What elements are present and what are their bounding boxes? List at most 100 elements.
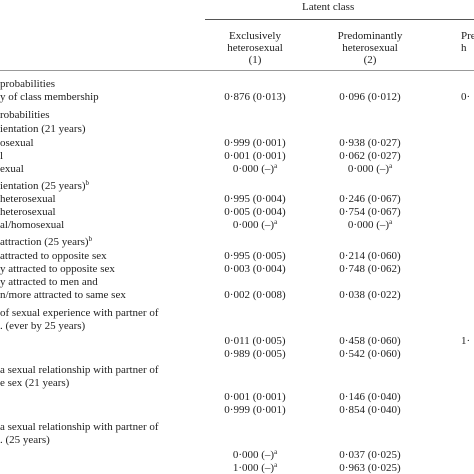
cell: 0·938 (0·027) [339, 137, 400, 150]
footnote-mark: a [389, 218, 393, 226]
cell: 0·963 (0·025) [339, 462, 400, 474]
row-label-text: a sexual relationship with partner of [0, 364, 159, 376]
row-label-text: a sexual relationship with partner of [0, 421, 159, 433]
cell-value: 0·542 (0·060) [339, 348, 401, 360]
row-label: a sexual relationship with partner of [0, 421, 159, 434]
spanner-rule [205, 19, 474, 20]
header-rule [0, 70, 474, 71]
cell-value: 0·214 (0·060) [339, 250, 401, 262]
row-label: robabilities [0, 109, 50, 122]
footnote-mark: b [85, 179, 90, 187]
row-label-text: l [0, 150, 4, 162]
cell-value: 0·003 (0·004) [224, 263, 286, 275]
cell-value: 0·963 (0·025) [339, 462, 401, 474]
cell: 0·246 (0·067) [339, 193, 400, 206]
row-label: ientation (21 years) [0, 123, 86, 136]
row-label: e sex (21 years) [0, 377, 69, 390]
cell-value: 0·000 (–) [232, 449, 275, 461]
row-label: heterosexual [0, 193, 56, 206]
row-label: y attracted to men and [0, 276, 98, 289]
cell-value: 0·748 (0·062) [339, 263, 401, 275]
cell-value: 0·001 (0·001) [224, 391, 286, 403]
cell-value: 0·062 (0·027) [339, 150, 401, 162]
cell-value: 0·096 (0·012) [339, 91, 401, 103]
cell: 0·002 (0·008) [224, 289, 285, 302]
cell: 0·001 (0·001) [224, 150, 285, 163]
row-label-text: y attracted to men and [0, 276, 98, 288]
cell: 0·458 (0·060) [339, 335, 400, 348]
row-label-text: heterosexual [0, 206, 56, 218]
cell: 0·000 (–)a [348, 163, 392, 176]
row-label: of sexual experience with partner of [0, 307, 159, 320]
cell-value: 0·000 (–) [347, 163, 390, 175]
row-label: . (ever by 25 years) [0, 320, 85, 333]
cell: 0·096 (0·012) [339, 91, 400, 104]
cell-value: 1· [461, 335, 471, 347]
row-label-text: y of class membership [0, 91, 99, 103]
row-label-text: . (25 years) [0, 434, 50, 446]
cell: 0·001 (0·001) [224, 391, 285, 404]
row-label: probabilities [0, 78, 55, 91]
row-label: y attracted to opposite sex [0, 263, 115, 276]
cell: 0·000 (–)a [233, 449, 277, 462]
cell-value: 0·037 (0·025) [339, 449, 401, 461]
cell-value: 0·011 (0·005) [224, 335, 286, 347]
row-label-text: attraction (25 years) [0, 236, 89, 248]
cell-value: 0·001 (0·001) [224, 150, 286, 162]
spanner: Latent class [302, 1, 355, 13]
cell-value: 0·876 (0·013) [224, 91, 286, 103]
cell-value: 0·995 (0·005) [224, 250, 286, 262]
cell-value: 0·999 (0·001) [224, 137, 286, 149]
cell-value: 0·002 (0·008) [224, 289, 286, 301]
row-label: al/homosexual [0, 219, 64, 232]
row-label: n/more attracted to same sex [0, 289, 126, 302]
row-label-text: probabilities [0, 78, 55, 90]
row-label: osexual [0, 137, 34, 150]
cell: 0·748 (0·062) [339, 263, 400, 276]
footnote-mark: a [274, 162, 278, 170]
cell: 0·003 (0·004) [224, 263, 285, 276]
row-label: . (25 years) [0, 434, 50, 447]
row-label: ientation (25 years)b [0, 180, 89, 193]
cell: 0·995 (0·005) [224, 250, 285, 263]
row-label-text: al/homosexual [0, 219, 65, 231]
cell: 0·214 (0·060) [339, 250, 400, 263]
cell: 1·000 (–)a [233, 462, 277, 474]
column-header: h [461, 42, 467, 54]
cell: 0·146 (0·040) [339, 391, 400, 404]
cell-value: 0·000 (–) [232, 219, 275, 231]
cell: 0·876 (0·013) [224, 91, 285, 104]
cell: 0·989 (0·005) [224, 348, 285, 361]
cell: 0·062 (0·027) [339, 150, 400, 163]
row-label-text: e sex (21 years) [0, 377, 70, 389]
column-header: (2) [363, 54, 377, 66]
cell-value: 0·146 (0·040) [339, 391, 401, 403]
row-label-text: exual [0, 163, 24, 175]
footnote-mark: b [88, 235, 93, 243]
cell-value: 0·938 (0·027) [339, 137, 401, 149]
row-label-text: osexual [0, 137, 34, 149]
row-label: heterosexual [0, 206, 56, 219]
cell-value: 0·005 (0·004) [224, 206, 286, 218]
cell-value: 0·854 (0·040) [339, 404, 401, 416]
cell: 1· [461, 335, 470, 348]
cell-value: 0·989 (0·005) [224, 348, 286, 360]
cell-value: 0·995 (0·004) [224, 193, 286, 205]
row-label: a sexual relationship with partner of [0, 364, 159, 377]
row-label: y of class membership [0, 91, 99, 104]
column-header: Exclusively [229, 30, 281, 42]
row-label-text: robabilities [0, 109, 50, 121]
cell: 0·037 (0·025) [339, 449, 400, 462]
row-label-text: heterosexual [0, 193, 56, 205]
cell-value: 0· [461, 91, 471, 103]
footnote-mark: a [274, 448, 278, 456]
cell-value: 0·000 (–) [232, 163, 275, 175]
cell-value: 1·000 (–) [232, 462, 275, 474]
column-header: heterosexual [227, 42, 283, 54]
row-label-text: attracted to opposite sex [0, 250, 107, 262]
cell: 0·999 (0·001) [224, 404, 285, 417]
footnote-mark: a [274, 218, 278, 226]
row-label-text: of sexual experience with partner of [0, 307, 159, 319]
row-label-text: ientation (21 years) [0, 123, 86, 135]
